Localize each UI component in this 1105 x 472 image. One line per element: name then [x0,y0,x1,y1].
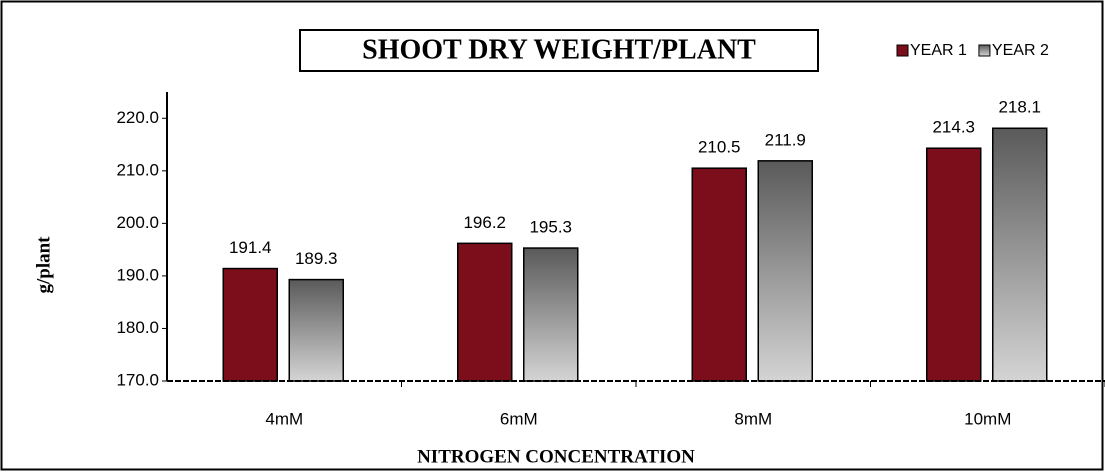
bar [926,147,982,382]
data-label: 195.3 [529,218,572,237]
legend-label: YEAR 2 [992,42,1049,59]
y-tick-label: 190.0 [116,265,159,284]
bar [288,278,344,382]
y-tick-label: 220.0 [116,108,159,127]
data-label: 211.9 [765,130,806,149]
x-tick-label: 10mM [964,409,1011,428]
data-label: 196.2 [463,213,506,232]
bar [757,160,813,382]
bar [992,127,1048,382]
legend-swatch [978,44,991,57]
y-tick-label: 210.0 [116,160,159,179]
y-tick-label: 200.0 [116,213,159,232]
y-tick-label: 180.0 [116,318,159,337]
data-label: 218.1 [998,98,1041,117]
x-axis-label: NITROGEN CONCENTRATION [417,446,695,467]
bar [523,247,579,382]
legend-swatch [896,44,909,57]
y-tick-label: 170.0 [116,370,159,389]
data-label: 189.3 [295,249,338,268]
x-tick-label: 4mM [265,409,303,428]
bar [222,267,278,382]
title-box [299,29,819,72]
bar [691,167,747,382]
x-tick-label: 8mM [734,409,772,428]
y-axis-label: g/plant [33,236,54,294]
data-label: 210.5 [698,138,741,157]
x-tick-label: 6mM [500,409,538,428]
bar [457,242,513,382]
legend-label: YEAR 1 [910,42,967,59]
chart-title: SHOOT DRY WEIGHT/PLANT [362,34,756,65]
data-label: 191.4 [229,238,272,257]
data-label: 214.3 [932,118,975,137]
